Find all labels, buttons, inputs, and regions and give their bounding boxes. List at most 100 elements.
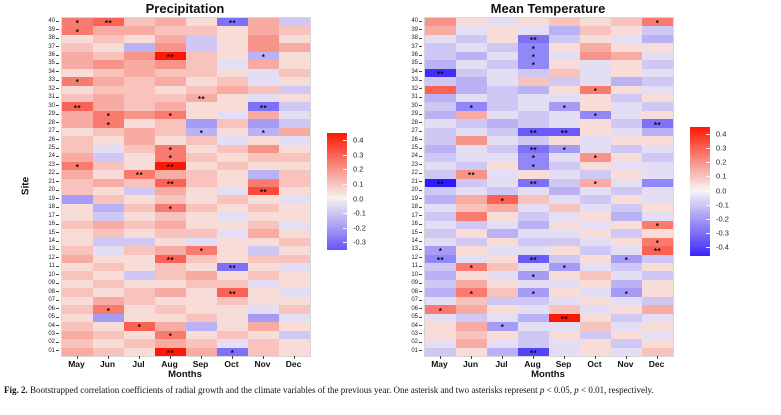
heatmap-cell <box>155 271 186 280</box>
heatmap-cell <box>279 203 310 213</box>
significance-asterisk: * <box>168 145 173 155</box>
heatmap-cell <box>279 144 310 154</box>
heatmap-cell <box>642 34 673 44</box>
month-label: Nov <box>617 359 634 369</box>
y-axis-label-site: Site <box>20 176 32 196</box>
heatmap-cell <box>549 237 580 247</box>
heatmap-cell: ** <box>155 254 186 265</box>
heatmap-cell <box>611 246 642 255</box>
figure-caption: Fig. 2. Bootstrapped correlation coeffic… <box>4 384 776 397</box>
significance-asterisk: * <box>562 103 567 113</box>
heatmap-cell <box>279 212 310 221</box>
heatmap-cell <box>279 322 310 331</box>
heatmap-cell <box>62 203 93 213</box>
heatmap-cell: * <box>155 110 186 121</box>
heatmap-cell: * <box>155 153 186 163</box>
legend-tick <box>706 176 710 177</box>
heatmap-cell <box>248 94 279 103</box>
site-label: 40 <box>38 17 59 25</box>
site-label: 26 <box>401 135 422 143</box>
heatmap-cell <box>425 18 456 27</box>
heatmap-cell <box>456 161 487 171</box>
x-tick <box>440 356 441 359</box>
site-label: 29 <box>401 110 422 118</box>
heatmap-cell <box>456 68 487 78</box>
significance-double-asterisk: ** <box>166 255 175 265</box>
heatmap-cell <box>186 85 217 95</box>
significance-double-asterisk: ** <box>259 103 268 113</box>
heatmap-cell <box>518 322 549 331</box>
heatmap-cell <box>124 110 155 120</box>
heatmap-cell <box>425 85 456 95</box>
heatmap-cell <box>155 186 186 196</box>
y-tick <box>419 333 422 335</box>
significance-double-asterisk: ** <box>436 255 445 265</box>
heatmap-cell <box>217 144 248 154</box>
heatmap-cell <box>62 229 93 238</box>
heatmap-cell <box>487 127 518 137</box>
site-label: 23 <box>401 161 422 169</box>
heatmap-cell <box>487 153 518 162</box>
caption-text: < 0.05, <box>544 385 575 395</box>
heatmap-cell <box>279 195 310 204</box>
heatmap-cell <box>248 220 279 230</box>
heatmap-cell <box>518 330 549 340</box>
heatmap-cell <box>549 119 580 128</box>
heatmap-precipitation: * ** ** * ** * * ** ** ** * * * * * * * * ** ** ** ** * * ** ** **… <box>61 17 311 357</box>
heatmap-cell <box>487 305 518 314</box>
site-label: 13 <box>38 245 59 253</box>
heatmap-cell <box>487 18 518 27</box>
significance-double-asterisk: ** <box>228 289 237 299</box>
heatmap-cell <box>217 279 248 289</box>
heatmap-cell <box>93 85 124 95</box>
heatmap-cell <box>580 43 611 52</box>
heatmap-cell <box>186 68 217 78</box>
heatmap-cell <box>642 347 673 356</box>
heatmap-cell <box>279 229 310 238</box>
x-axis-label-months-left: Months <box>168 369 202 380</box>
heatmap-cell <box>248 178 279 187</box>
heatmap-cell <box>155 237 186 247</box>
heatmap-cell: * <box>549 102 580 113</box>
heatmap-cell <box>217 322 248 331</box>
legend-tick-label: -0.1 <box>353 208 366 218</box>
significance-asterisk: * <box>106 120 111 130</box>
heatmap-cell: * <box>93 305 124 315</box>
heatmap-cell <box>518 339 549 348</box>
legend-tick <box>706 205 710 206</box>
y-tick <box>56 316 59 318</box>
heatmap-cell <box>279 60 310 69</box>
site-label: 30 <box>38 102 59 110</box>
month-axis-labels-left: May Jun Jul Aug Sep Oct Nov Dec <box>61 359 309 369</box>
heatmap-cell <box>124 43 155 52</box>
heatmap-cell <box>279 102 310 111</box>
heatmap-cell <box>642 161 673 171</box>
heatmap-cell <box>456 237 487 247</box>
site-label: 38 <box>401 34 422 42</box>
heatmap-cell <box>580 26 611 35</box>
heatmap-cell <box>456 51 487 61</box>
heatmap-cell <box>425 34 456 44</box>
site-axis-labels-right: 40 39 38 37 36 35 34 33 32 31 30 29 28 27 26 25 24 23 22 21… <box>401 17 422 355</box>
heatmap-cell <box>186 347 217 356</box>
y-tick <box>56 139 59 141</box>
legend-tick <box>706 148 710 149</box>
significance-asterisk: * <box>624 255 629 265</box>
significance-asterisk: * <box>168 111 173 121</box>
site-label: 20 <box>401 186 422 194</box>
heatmap-cell <box>186 43 217 52</box>
heatmap-cell <box>62 313 93 323</box>
heatmap-cell <box>425 102 456 111</box>
heatmap-cell <box>425 77 456 86</box>
y-tick <box>419 232 422 234</box>
site-label: 21 <box>401 178 422 186</box>
legend-tick-label: -0.4 <box>716 242 729 252</box>
heatmap-cell <box>62 322 93 331</box>
site-label: 40 <box>401 17 422 25</box>
legend-tick-label: -0.2 <box>716 214 729 224</box>
legend-tick-label: 0.4 <box>353 135 364 145</box>
heatmap-cell <box>549 271 580 280</box>
significance-asterisk: * <box>531 289 536 299</box>
site-label: 28 <box>401 118 422 126</box>
heatmap-cell <box>155 102 186 111</box>
